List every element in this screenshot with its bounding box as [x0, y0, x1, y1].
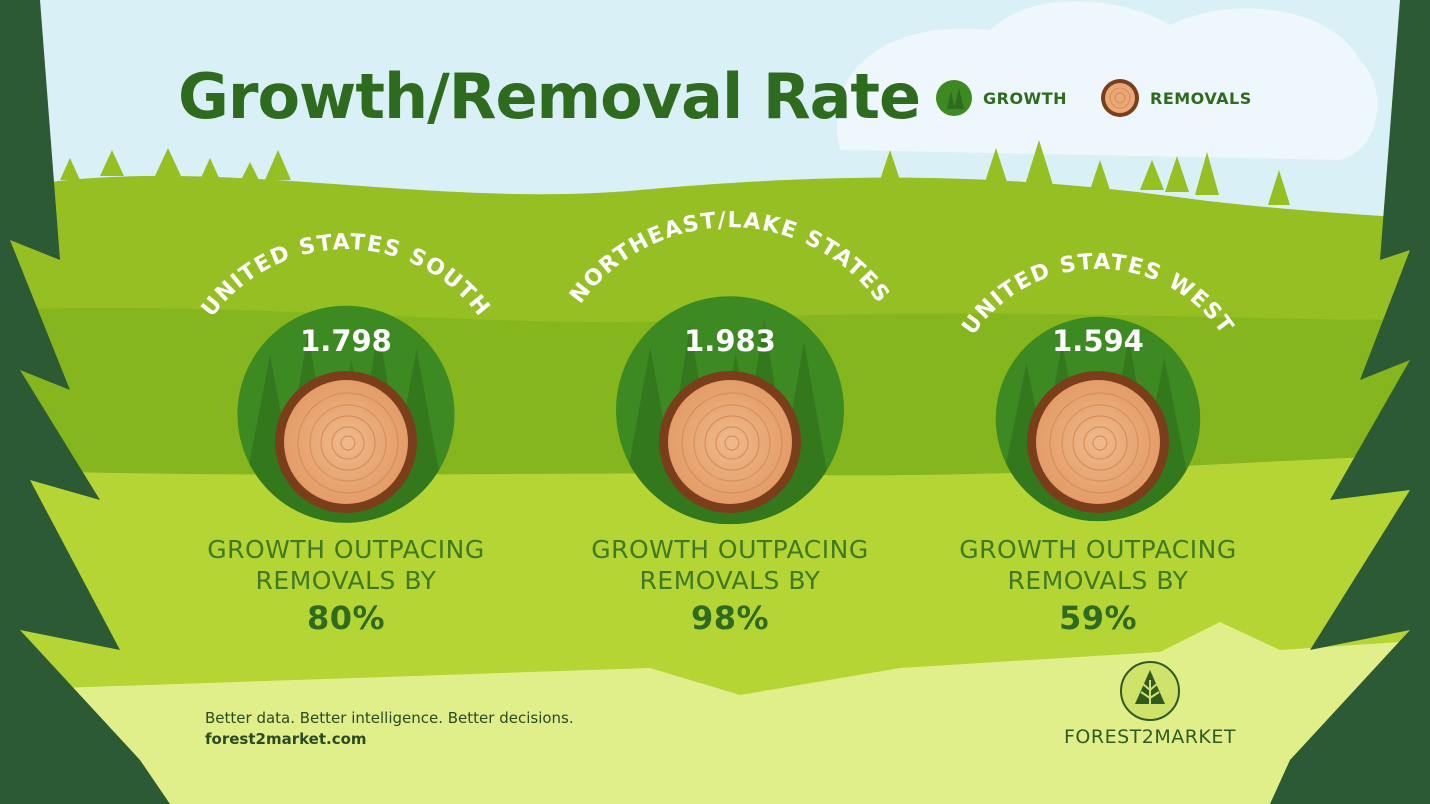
log-ring	[724, 435, 740, 451]
growth-circle-icon	[936, 80, 972, 116]
log-ring	[1092, 435, 1108, 451]
percent-value: 98%	[690, 599, 770, 637]
region-caption: GROWTH OUTPACING REMOVALS BY 98%	[540, 534, 920, 640]
percent-value: 80%	[306, 599, 386, 637]
caption-line1: GROWTH OUTPACING	[591, 535, 869, 564]
footer-tagline: Better data. Better intelligence. Better…	[205, 709, 574, 727]
percent-value: 59%	[1058, 599, 1138, 637]
region-caption: GROWTH OUTPACING REMOVALS BY 80%	[156, 534, 536, 640]
ratio-label: 1.983	[684, 324, 776, 358]
log-ring	[681, 392, 783, 494]
ratio-label: 1.798	[300, 324, 392, 358]
footer-url[interactable]: forest2market.com	[205, 730, 367, 748]
log-icon	[1101, 79, 1139, 117]
region-caption: GROWTH OUTPACING REMOVALS BY 59%	[908, 534, 1288, 640]
caption-line1: GROWTH OUTPACING	[207, 535, 485, 564]
page-title: Growth/Removal Rate	[178, 60, 921, 133]
log-ring	[1072, 415, 1128, 471]
removal-log-face	[668, 380, 792, 504]
legend-removals: REMOVALS	[1100, 78, 1252, 118]
distant-treeline	[60, 140, 1290, 205]
brand-logo-icon	[1120, 661, 1180, 721]
legend-removals-label: REMOVALS	[1150, 88, 1252, 108]
log-ring	[340, 435, 356, 451]
log-ring	[715, 426, 749, 460]
caption-line2: REMOVALS BY	[639, 566, 821, 595]
caption-line2: REMOVALS BY	[255, 566, 437, 595]
log-ring	[1049, 392, 1151, 494]
log-ring	[704, 415, 760, 471]
log-ring	[331, 426, 365, 460]
foreground	[0, 622, 1430, 804]
removal-log-face	[1036, 380, 1160, 504]
log-ring	[309, 404, 387, 482]
caption-line1: GROWTH OUTPACING	[959, 535, 1237, 564]
legend-growth: GROWTH	[935, 78, 1067, 118]
log-ring	[1061, 404, 1139, 482]
log-ring	[320, 415, 376, 471]
footer-tagline-block: Better data. Better intelligence. Better…	[205, 708, 574, 750]
right-pine-tree	[1270, 0, 1430, 804]
removal-log-face	[284, 380, 408, 504]
caption-line2: REMOVALS BY	[1007, 566, 1189, 595]
log-ring	[693, 404, 771, 482]
left-pine-tree	[0, 0, 170, 804]
log-ring	[297, 392, 399, 494]
log-ring	[1083, 426, 1117, 460]
brand-name: FOREST2MARKET	[1063, 726, 1236, 748]
legend-growth-label: GROWTH	[983, 88, 1068, 108]
cloud	[836, 1, 1378, 160]
ratio-label: 1.594	[1052, 324, 1144, 358]
